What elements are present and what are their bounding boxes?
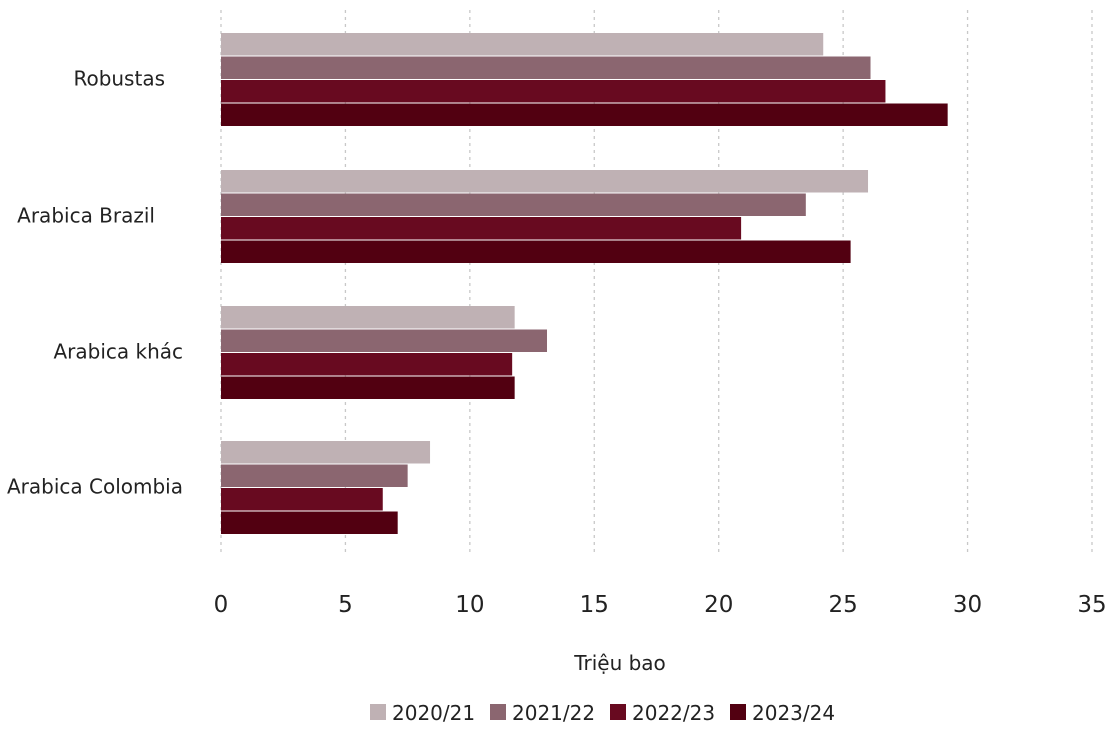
legend: 2020/21 2021/22 2022/23 2023/24 — [370, 701, 835, 725]
bar-2-0 — [221, 306, 515, 329]
x-tick-label-6: 30 — [953, 592, 982, 618]
legend-label-3: 2023/24 — [752, 701, 835, 725]
bars — [221, 33, 948, 534]
x-tick-label-7: 35 — [1077, 592, 1106, 618]
bar-1-3 — [221, 240, 851, 263]
bar-1-2 — [221, 217, 742, 240]
category-label-2: Arabica khác — [53, 340, 183, 364]
category-label-3: Arabica Colombia — [7, 475, 183, 499]
x-tick-label-1: 5 — [338, 592, 353, 618]
bar-3-3 — [221, 511, 398, 534]
x-tick-label-0: 0 — [214, 592, 229, 618]
legend-label-2: 2022/23 — [632, 701, 715, 725]
category-labels: Robustas Arabica Brazil Arabica khác Arabic… — [7, 67, 183, 499]
legend-swatch-1 — [490, 704, 506, 720]
legend-swatch-3 — [730, 704, 746, 720]
bar-1-1 — [221, 193, 806, 216]
bar-2-1 — [221, 329, 548, 352]
bar-2-3 — [221, 376, 515, 399]
x-tick-labels: 0 5 10 15 20 25 30 35 — [214, 592, 1106, 618]
bar-1-0 — [221, 170, 869, 193]
bar-0-3 — [221, 103, 948, 126]
x-tick-label-2: 10 — [455, 592, 484, 618]
category-label-1: Arabica Brazil — [17, 204, 155, 228]
bar-3-1 — [221, 464, 408, 487]
category-label-0: Robustas — [73, 67, 165, 91]
bar-0-0 — [221, 33, 824, 56]
bar-0-2 — [221, 80, 886, 103]
legend-label-1: 2021/22 — [512, 701, 595, 725]
bar-3-0 — [221, 441, 431, 464]
legend-swatch-2 — [610, 704, 626, 720]
x-axis-title: Triệu bao — [573, 651, 666, 675]
x-tick-label-3: 15 — [580, 592, 609, 618]
bar-2-2 — [221, 353, 513, 376]
legend-swatch-0 — [370, 704, 386, 720]
x-tick-label-5: 25 — [829, 592, 858, 618]
legend-label-0: 2020/21 — [392, 701, 475, 725]
bar-3-2 — [221, 488, 383, 511]
x-tick-label-4: 20 — [704, 592, 733, 618]
bar-0-1 — [221, 56, 871, 79]
